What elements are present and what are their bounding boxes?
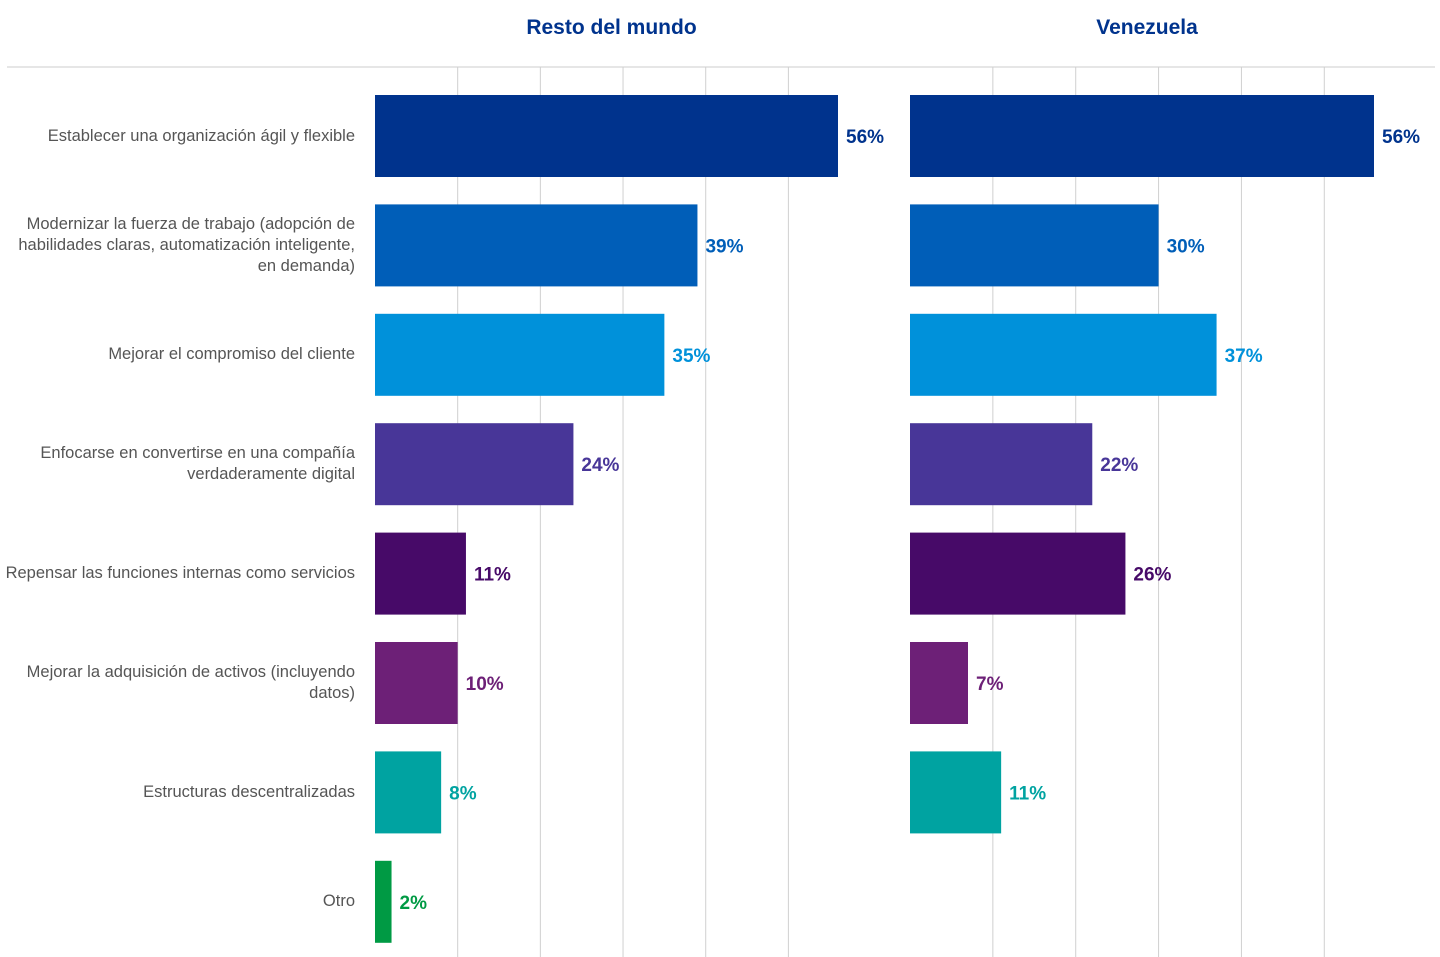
- bar: [375, 204, 698, 287]
- value-label: 26%: [1133, 565, 1171, 586]
- category-label: Otro: [322, 892, 355, 911]
- value-label: 10%: [466, 674, 504, 695]
- value-label: 37%: [1225, 346, 1263, 367]
- bar: [910, 423, 1093, 506]
- bar: [375, 423, 574, 506]
- category-label: Establecer una organización ágil y flexi…: [47, 126, 355, 145]
- value-label: 2%: [400, 893, 428, 914]
- bar: [910, 204, 1159, 287]
- bar: [375, 532, 466, 615]
- value-label: 56%: [1382, 127, 1420, 148]
- bar: [375, 313, 665, 396]
- bar: [375, 860, 392, 943]
- value-label: 11%: [1009, 783, 1046, 804]
- bar: [910, 95, 1374, 177]
- category-label: Estructuras descentralizadas: [143, 782, 355, 801]
- value-label: 39%: [705, 236, 743, 257]
- category-label: Enfocarse en convertirse en una compañía…: [40, 444, 355, 484]
- category-label: Mejorar la adquisición de activos (inclu…: [26, 663, 355, 702]
- category-label: Modernizar la fuerza de trabajo (adopció…: [18, 214, 355, 275]
- category-label: Mejorar el compromiso del cliente: [108, 345, 355, 364]
- bar: [910, 642, 968, 724]
- bar: [910, 532, 1126, 615]
- value-label: 35%: [672, 346, 710, 367]
- value-label: 11%: [474, 565, 511, 586]
- category-label: Repensar las funciones internas como ser…: [5, 564, 355, 583]
- panel-title: Venezuela: [1096, 16, 1198, 39]
- bar: [910, 313, 1217, 396]
- value-label: 8%: [449, 783, 477, 804]
- value-label: 22%: [1100, 455, 1138, 476]
- value-label: 24%: [581, 455, 619, 476]
- value-label: 30%: [1167, 236, 1205, 257]
- bar: [910, 751, 1002, 834]
- bar: [375, 95, 838, 177]
- panel-title: Resto del mundo: [526, 16, 696, 39]
- value-label: 7%: [976, 674, 1004, 695]
- bar: [375, 751, 442, 834]
- bar: [375, 642, 458, 724]
- value-label: 56%: [846, 127, 884, 148]
